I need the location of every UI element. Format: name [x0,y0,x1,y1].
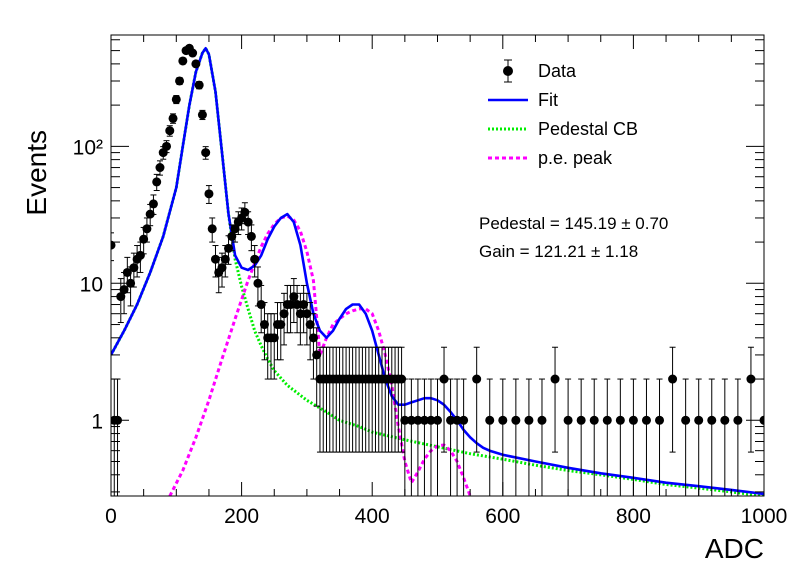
data-point [302,292,312,346]
fit-annotations: Pedestal = 145.19 ± 0.70 Gain = 121.21 ± … [479,214,668,261]
data-point [576,378,586,496]
data-point [550,346,560,453]
data-point [498,378,508,496]
data-point [720,378,730,496]
data-point [446,378,456,496]
data-point [589,378,599,496]
data-point [201,146,211,160]
data-point [194,80,204,90]
legend-entry: Pedestal CB [488,119,638,139]
fit-param-label: Pedestal = 145.19 ± 0.70 [479,214,668,233]
data-point [459,378,469,496]
data-point [286,284,296,334]
legend: Data Fit Pedestal CB p.e. peak [488,59,638,168]
data-point [746,346,756,453]
data-point [243,211,253,236]
data-point [628,378,638,496]
fit-param-label: Gain = 121.21 ± 1.18 [479,242,638,261]
data-point [524,378,534,496]
legend-entry: p.e. peak [488,148,613,168]
curve-pedestal-cb [111,46,764,496]
x-tick-label: 1000 [741,505,788,528]
data-point [289,278,299,324]
data-point [452,378,462,496]
x-tick-label: 800 [616,505,651,528]
legend-label: Pedestal CB [538,119,638,139]
y-tick-label: 10² [73,136,103,159]
axes: 0 200 400 600 800 1000 1 10 10² [73,35,788,528]
data-point [615,378,625,496]
data-point [122,256,132,294]
data-point [116,278,126,324]
data-point [111,232,116,262]
legend-label: Data [538,61,577,81]
data-point [563,378,573,496]
legend-label: p.e. peak [538,148,613,168]
data-point [299,284,309,334]
data-point [400,378,410,496]
data-point [214,256,224,294]
x-axis-title: ADC [705,533,764,564]
data-point [433,378,442,496]
data-point [406,378,416,496]
data-point [472,346,482,453]
data-point [152,173,162,192]
data-point [312,327,322,407]
data-point [292,284,302,334]
data-point [602,378,612,496]
y-axis-title: Events [21,130,52,216]
data-point [171,94,181,105]
curve-fit [111,46,764,496]
x-tick-label: 600 [485,505,520,528]
data-point [511,378,521,496]
data-point [178,56,188,66]
x-tick-label: 200 [224,505,259,528]
x-tick-label: 0 [105,505,117,528]
data-point [204,185,214,204]
legend-entry: Fit [488,90,558,110]
data-point [191,59,201,69]
legend-label: Fit [538,90,558,110]
plot-area [111,43,764,496]
data-point [668,346,678,453]
data-point [426,378,436,496]
legend-entry: Data [503,59,577,83]
data-point [655,378,665,496]
data-point [250,245,260,278]
data-point [308,313,318,380]
data-point [694,378,704,496]
data-point [175,76,185,86]
data-point [707,378,717,496]
data-point [126,266,136,307]
data-point [197,109,207,121]
data-point [733,378,743,496]
data-point [220,245,230,278]
data-point [681,378,691,496]
x-tick-label: 400 [355,505,390,528]
data-point [259,302,269,361]
data-point [145,203,155,227]
data-point [168,113,178,124]
data-point [485,378,495,496]
y-tick-label: 10 [80,273,103,296]
data-point [148,194,158,215]
data-point [439,346,449,453]
data-point [641,378,651,496]
data-point [155,160,165,176]
data-point [207,217,217,243]
data-point [162,140,172,154]
data-point [188,48,198,58]
data-point [397,346,407,453]
data-point [419,378,429,496]
data-point [142,217,152,243]
data-point [165,125,175,137]
data-point [413,378,423,496]
data-point [305,302,315,361]
y-tick-label: 1 [91,410,103,433]
data-point [246,224,256,252]
curve-p-e-peak [168,214,472,496]
data-point [537,378,547,496]
